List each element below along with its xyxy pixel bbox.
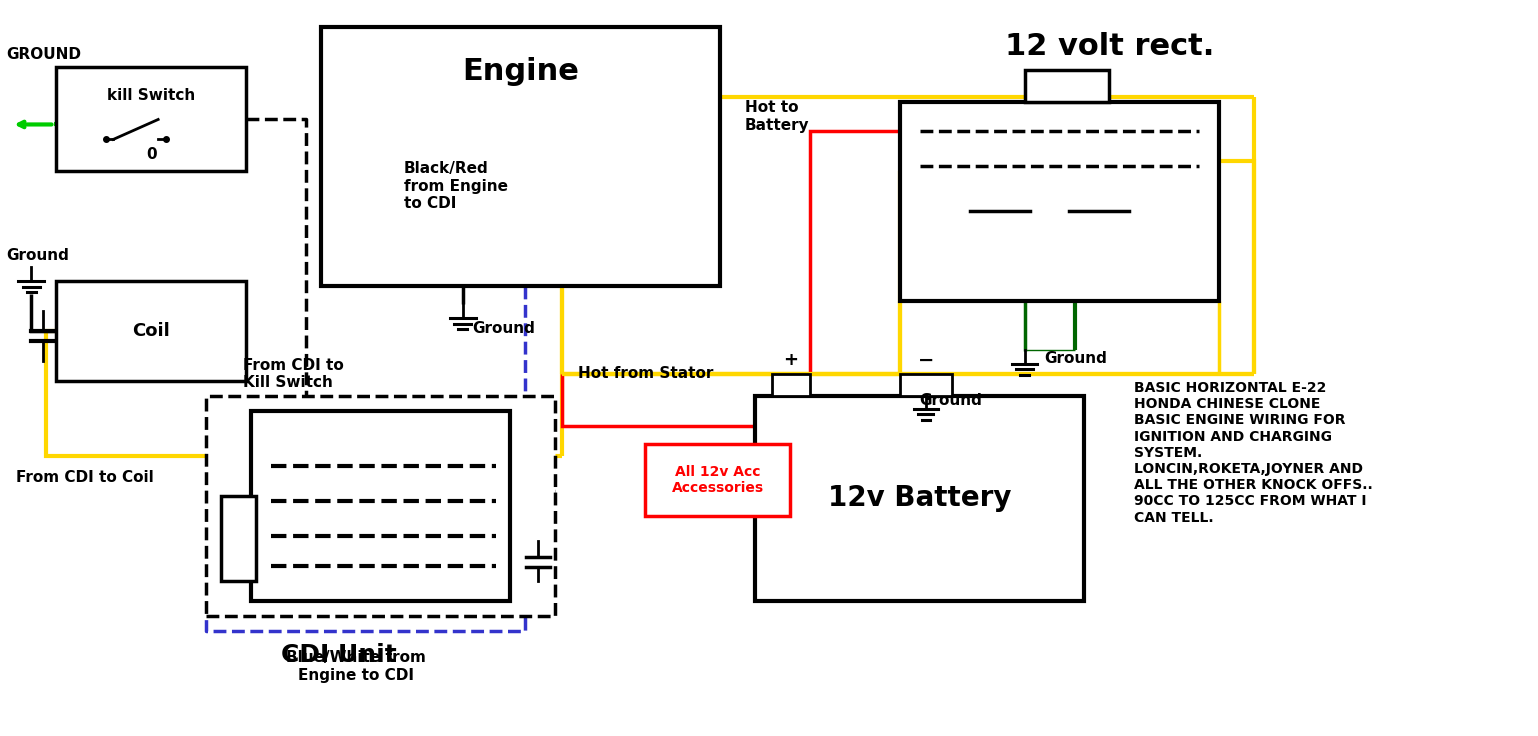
Text: Ground: Ground <box>920 394 983 408</box>
Bar <box>1024 70 1109 102</box>
Text: 12v Battery: 12v Battery <box>827 484 1012 512</box>
Text: From CDI to Coil: From CDI to Coil <box>17 470 154 485</box>
Text: GROUND: GROUND <box>6 46 82 62</box>
Bar <box>900 102 1220 301</box>
Text: Ground: Ground <box>1044 350 1107 366</box>
Bar <box>772 374 811 396</box>
Text: Engine: Engine <box>461 57 578 85</box>
Text: Ground: Ground <box>472 321 535 336</box>
Text: Coil: Coil <box>132 322 171 340</box>
Text: Blue/White from
Engine to CDI: Blue/White from Engine to CDI <box>286 651 426 683</box>
Bar <box>221 496 255 581</box>
Text: 0: 0 <box>146 147 157 162</box>
Bar <box>251 411 511 601</box>
Bar <box>900 374 952 396</box>
Text: Ground: Ground <box>6 248 69 263</box>
Text: From CDI to
Kill Switch: From CDI to Kill Switch <box>243 358 345 390</box>
Bar <box>321 26 720 286</box>
Bar <box>57 66 246 171</box>
Bar <box>755 396 1084 601</box>
Bar <box>646 444 791 516</box>
Text: +: + <box>783 351 798 369</box>
Text: Hot from Stator: Hot from Stator <box>578 367 714 381</box>
Text: CDI Unit: CDI Unit <box>281 643 397 668</box>
Text: Hot to
Battery: Hot to Battery <box>744 100 809 132</box>
Text: All 12v Acc
Accessories: All 12v Acc Accessories <box>672 464 764 495</box>
Text: BASIC HORIZONTAL E-22
HONDA CHINESE CLONE
BASIC ENGINE WIRING FOR
IGNITION AND C: BASIC HORIZONTAL E-22 HONDA CHINESE CLON… <box>1135 381 1373 525</box>
Text: −: − <box>918 351 934 370</box>
Bar <box>57 281 246 381</box>
Text: Black/Red
from Engine
to CDI: Black/Red from Engine to CDI <box>403 161 508 211</box>
Bar <box>206 396 555 615</box>
Text: kill Switch: kill Switch <box>108 88 195 104</box>
Text: 12 volt rect.: 12 volt rect. <box>1004 32 1213 61</box>
